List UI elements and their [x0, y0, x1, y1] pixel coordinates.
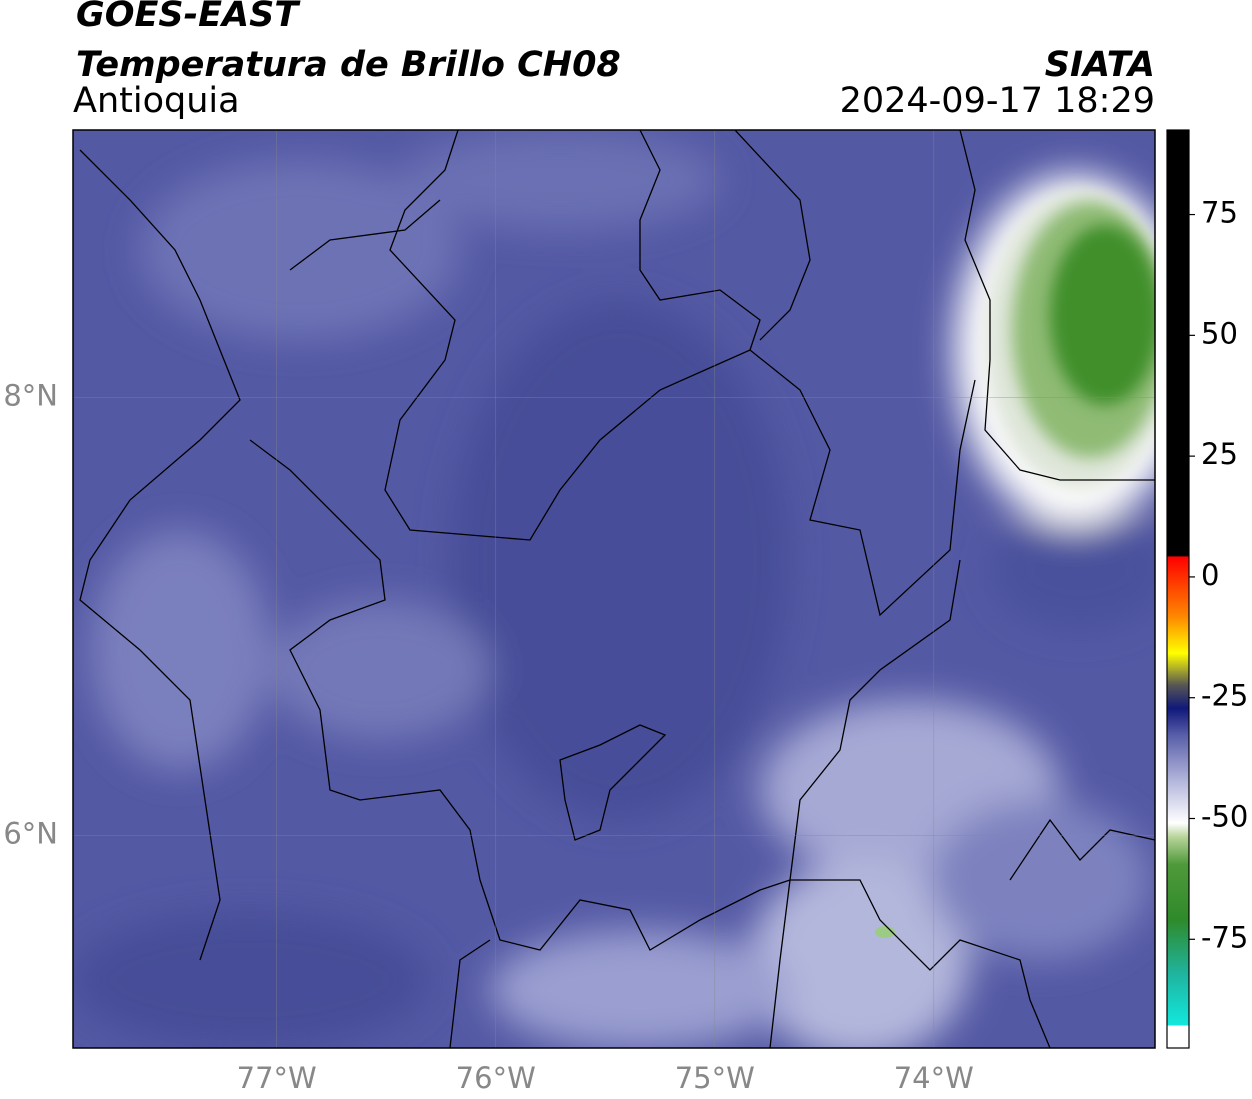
- region: Antioquia: [73, 81, 240, 121]
- map-image: [73, 130, 1155, 1048]
- x-tick-label: 77°W: [237, 1061, 317, 1095]
- subtitle: Temperatura de Brillo CH08: [76, 45, 621, 85]
- source: SIATA: [1045, 45, 1155, 85]
- colorbar-tick-label: -25: [1201, 679, 1248, 713]
- colorbar-tick-label: 0: [1201, 558, 1219, 592]
- title: GOES-EAST: [76, 0, 301, 35]
- plot-frame: [72, 129, 1156, 1049]
- colorbar: [1166, 129, 1190, 1049]
- timestamp: 2024-09-17 18:29: [840, 81, 1155, 121]
- colorbar-tick-label: -50: [1201, 800, 1248, 834]
- colorbar-tick-label: 25: [1201, 437, 1238, 471]
- x-tick-label: 76°W: [456, 1061, 536, 1095]
- y-tick-label: 8°N: [3, 378, 58, 412]
- x-tick-label: 75°W: [675, 1061, 755, 1095]
- x-tick-label: 74°W: [894, 1061, 974, 1095]
- y-tick-label: 6°N: [3, 816, 58, 850]
- colorbar-tick-label: -75: [1201, 920, 1248, 954]
- grid: [73, 130, 1155, 1048]
- colorbar-tick-label: 50: [1201, 316, 1238, 350]
- colorbar-tick-label: 75: [1201, 196, 1238, 230]
